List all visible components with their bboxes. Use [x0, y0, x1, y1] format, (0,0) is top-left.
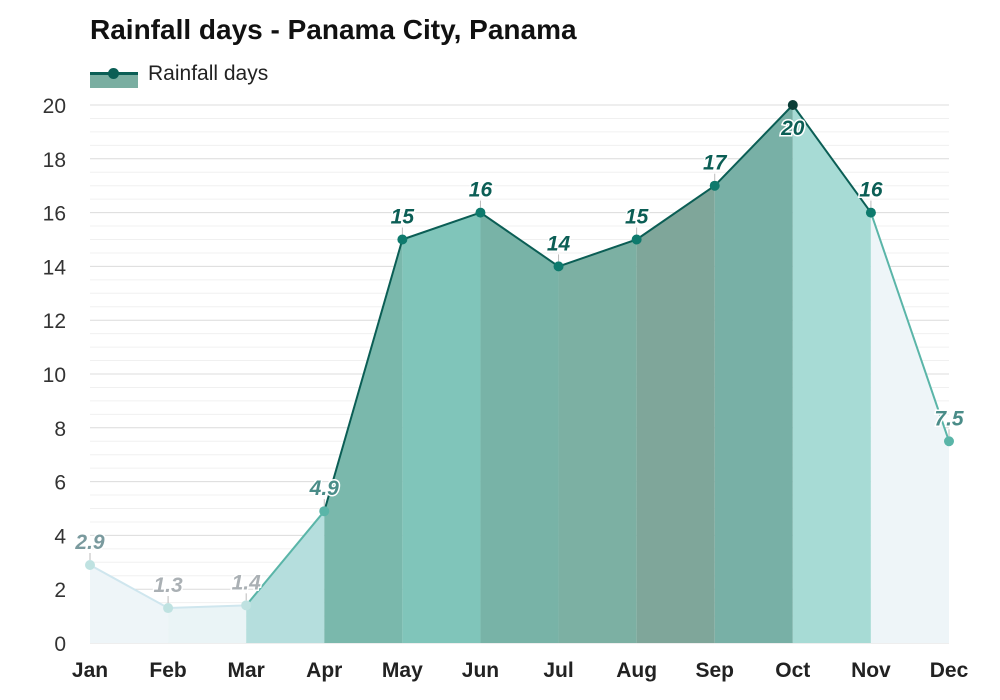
data-label-jun: 16 [469, 179, 493, 202]
area-band-jul [558, 239, 637, 643]
data-label-jul: 14 [547, 232, 571, 255]
data-label-dec: 7.5 [934, 407, 964, 430]
area-band-aug [636, 185, 715, 643]
legend[interactable]: Rainfall days [90, 60, 268, 88]
data-point-oct [787, 100, 798, 110]
x-tick-label: Aug [616, 659, 657, 682]
y-axis-ticks: 0 2 4 6 8 10 12 14 16 18 20 [43, 95, 67, 656]
x-tick-label: Mar [228, 659, 265, 682]
y-tick-label: 20 [43, 95, 66, 118]
area-band-feb [168, 605, 247, 643]
area-band-jun [480, 212, 559, 643]
y-tick-label: 2 [54, 579, 66, 602]
x-tick-label: Jul [543, 659, 573, 682]
y-tick-label: 10 [43, 364, 66, 387]
data-point-sep [709, 180, 720, 191]
data-label-sep: 17 [703, 152, 728, 175]
line-segment-nov [869, 212, 950, 442]
data-points [85, 100, 954, 614]
data-labels: 2.9 1.3 1.4 4.9 15 16 14 15 17 20 16 7.5 [73, 116, 965, 604]
line-segment-sep [714, 104, 794, 187]
x-tick-label: May [382, 659, 423, 682]
data-label-feb: 1.3 [153, 574, 183, 597]
x-tick-label: Dec [930, 659, 969, 682]
line-segment-may [402, 211, 481, 241]
x-tick-label: Oct [775, 659, 810, 682]
data-point-mar [241, 600, 252, 611]
x-axis-ticks: Jan Feb Mar Apr May Jun Jul Aug Sep Oct Nov Dec [72, 659, 969, 682]
series-line [89, 104, 950, 610]
line-segment-feb [168, 604, 247, 610]
data-point-apr [319, 506, 330, 517]
x-tick-label: Jan [72, 659, 108, 682]
x-tick-label: Jun [462, 659, 499, 682]
area-band-sep [714, 105, 793, 643]
data-point-may [397, 234, 408, 245]
data-label-oct: 20 [780, 117, 805, 140]
data-label-may: 15 [391, 206, 415, 229]
x-tick-label: Apr [306, 659, 342, 682]
data-point-aug [631, 234, 642, 245]
y-tick-label: 12 [43, 310, 66, 333]
data-point-feb [163, 603, 174, 614]
line-segment-jun [479, 211, 560, 268]
area-band-nov [870, 212, 949, 643]
data-label-apr: 4.9 [309, 477, 340, 500]
chart-title: Rainfall days - Panama City, Panama [90, 14, 577, 45]
area-band-mar [246, 511, 325, 643]
y-tick-label: 6 [54, 472, 66, 495]
y-tick-label: 4 [54, 525, 66, 548]
data-point-nov [865, 207, 876, 218]
monthly-bands [90, 105, 949, 643]
legend-swatch-icon [90, 60, 138, 88]
data-point-jul [553, 261, 564, 272]
y-tick-label: 0 [54, 633, 66, 656]
x-tick-label: Sep [695, 659, 734, 682]
data-point-dec [944, 436, 954, 447]
data-label-mar: 1.4 [232, 571, 262, 594]
x-tick-label: Feb [149, 659, 186, 682]
area-band-may [402, 212, 481, 643]
area-band-apr [324, 239, 403, 643]
legend-label: Rainfall days [148, 62, 269, 85]
line-segment-apr [323, 239, 404, 512]
data-point-jan [85, 559, 95, 570]
line-segment-oct [792, 104, 872, 214]
y-tick-label: 16 [43, 203, 66, 226]
line-segment-mar [245, 510, 326, 606]
line-segment-aug [636, 184, 716, 241]
y-tick-label: 8 [54, 418, 66, 441]
data-point-jun [475, 207, 486, 218]
area-band-oct [792, 105, 871, 643]
x-tick-label: Nov [851, 659, 891, 682]
y-tick-label: 18 [43, 149, 66, 172]
data-label-nov: 16 [859, 179, 883, 202]
line-segment-jan [89, 564, 169, 609]
data-label-aug: 15 [625, 206, 649, 229]
line-segment-jul [558, 238, 637, 268]
y-tick-label: 14 [43, 256, 67, 279]
area-band-jan [90, 564, 169, 643]
data-label-jan: 2.9 [74, 531, 105, 554]
